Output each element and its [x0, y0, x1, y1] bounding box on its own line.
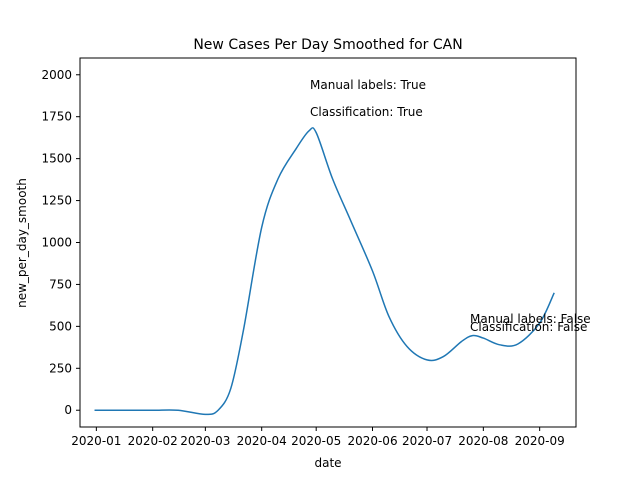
y-tick-label: 0 — [64, 403, 72, 417]
x-axis-label: date — [314, 456, 341, 470]
x-tick-label: 2020-04 — [237, 434, 287, 448]
y-tick-label: 1000 — [41, 236, 72, 250]
y-tick-label: 250 — [49, 361, 72, 375]
x-tick-label: 2020-02 — [128, 434, 178, 448]
x-tick-label: 2020-03 — [180, 434, 230, 448]
y-axis-label: new_per_day_smooth — [15, 178, 29, 308]
plot-frame — [79, 57, 577, 428]
x-tick-label: 2020-09 — [515, 434, 565, 448]
annotation-manual-labels-true: Manual labels: True — [310, 78, 426, 92]
y-tick-label: 1500 — [41, 152, 72, 166]
annotation-classification-true: Classification: True — [310, 105, 423, 119]
y-tick-label: 500 — [49, 319, 72, 333]
ticks-layer: 2020-01 2020-02 2020-03 2020-04 2020-05 2020-… — [41, 68, 564, 448]
x-tick-label: 2020-08 — [458, 434, 508, 448]
y-tick-label: 1250 — [41, 194, 72, 208]
series-layer — [94, 127, 555, 416]
x-tick-label: 2020-06 — [347, 434, 397, 448]
annotation-classification-false: Classification: False — [470, 320, 587, 334]
y-tick-label: 1750 — [41, 110, 72, 124]
annotation-manual-labels-false: Manual labels: False — [470, 312, 591, 326]
x-tick-label: 2020-01 — [71, 434, 121, 448]
y-tick-label: 750 — [49, 277, 72, 291]
y-tick-label: 2000 — [41, 68, 72, 82]
chart-title: New Cases Per Day Smoothed for CAN — [193, 37, 462, 53]
series-line — [94, 127, 555, 416]
x-tick-label: 2020-07 — [402, 434, 452, 448]
x-tick-label: 2020-05 — [291, 434, 341, 448]
